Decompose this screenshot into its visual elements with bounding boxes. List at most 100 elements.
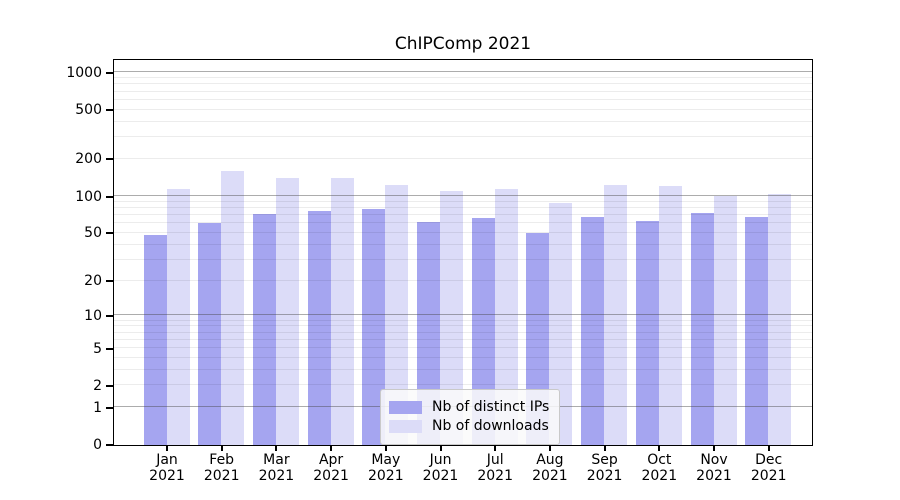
y-tick-label: 1000 [66, 64, 102, 81]
x-tick-mark [330, 446, 333, 451]
bar-nb-of-distinct-ips-apr-2021 [307, 211, 331, 445]
y-tick-label: 1 [93, 399, 102, 416]
x-tick-mark [548, 446, 551, 451]
bar-nb-of-distinct-ips-nov-2021 [690, 213, 714, 445]
legend-swatch-nb-of-distinct-ips [389, 400, 422, 414]
bar-nb-of-distinct-ips-jul-2021 [471, 218, 495, 445]
y-tick-mark [106, 109, 113, 112]
gridline-minor [113, 77, 812, 79]
y-tick-label: 50 [84, 225, 102, 242]
y-tick-mark [106, 444, 113, 446]
gridline-minor [113, 368, 812, 370]
y-tick-label: 20 [84, 273, 102, 289]
gridline-major [113, 71, 812, 73]
gridline-minor [113, 222, 812, 224]
x-tick-mark [384, 446, 387, 451]
gridline-minor [113, 347, 812, 348]
y-tick-mark [106, 347, 113, 350]
y-tick-mark [106, 280, 113, 282]
bar-nb-of-downloads-feb-2021 [221, 171, 245, 445]
x-tick-label-dec: Dec 2021 [750, 452, 787, 484]
y-tick-label: 100 [75, 188, 102, 205]
gridline-minor [113, 206, 812, 208]
x-tick-mark [275, 446, 278, 451]
x-tick-label-jul: Jul 2021 [477, 452, 513, 484]
x-tick-mark [220, 446, 223, 451]
gridline-minor [113, 136, 812, 138]
bar-nb-of-distinct-ips-sep-2021 [581, 217, 605, 445]
y-tick-label: 2 [93, 377, 102, 394]
bar-nb-of-downloads-mar-2021 [275, 178, 299, 445]
x-tick-label-may: May 2021 [367, 452, 404, 484]
y-tick-label: 200 [75, 151, 102, 168]
bar-nb-of-downloads-aug-2021 [549, 202, 573, 445]
y-tick-label: 500 [75, 102, 102, 119]
y-tick-label: 10 [84, 307, 102, 324]
bar-nb-of-downloads-jan-2021 [166, 188, 190, 445]
y-tick-mark [106, 158, 113, 161]
legend-swatch-nb-of-downloads [389, 419, 422, 433]
x-tick-mark [658, 446, 661, 451]
legend-label: Nb of distinct IPs [432, 399, 550, 415]
x-tick-label-mar: Mar 2021 [258, 452, 295, 484]
bar-nb-of-distinct-ips-jun-2021 [417, 222, 440, 445]
bar-nb-of-distinct-ips-mar-2021 [252, 214, 276, 445]
x-tick-mark [603, 446, 606, 451]
y-tick-mark [106, 232, 113, 235]
x-tick-label-sep: Sep 2021 [586, 452, 623, 484]
gridline-minor [113, 98, 812, 100]
gridline-minor [113, 356, 812, 358]
gridline-minor [113, 338, 812, 340]
legend-item-nb-of-downloads: Nb of downloads [389, 418, 549, 434]
legend: Nb of distinct IPs Nb of downloads [380, 389, 561, 445]
bar-nb-of-downloads-nov-2021 [713, 196, 737, 445]
x-tick-mark [494, 446, 497, 451]
y-tick-label: 0 [93, 437, 102, 453]
gridline-minor [113, 331, 812, 333]
x-tick-label-jan: Jan 2021 [149, 452, 185, 484]
legend-label: Nb of downloads [432, 418, 549, 434]
bar-nb-of-downloads-oct-2021 [658, 186, 682, 445]
bar-nb-of-distinct-ips-dec-2021 [745, 217, 769, 445]
gridline-minor [113, 83, 812, 85]
x-tick-mark [439, 446, 442, 451]
gridline-minor [113, 108, 812, 110]
bar-nb-of-downloads-may-2021 [385, 184, 409, 445]
y-tick-mark [106, 406, 113, 409]
bar-nb-of-downloads-sep-2021 [604, 184, 628, 445]
gridline-minor [113, 243, 812, 245]
x-tick-mark [166, 446, 168, 451]
gridline-major [113, 195, 812, 196]
chart-title: ChIPComp 2021 [394, 34, 532, 54]
y-tick-mark [106, 384, 113, 387]
x-tick-label-jun: Jun 2021 [422, 452, 459, 484]
bar-nb-of-distinct-ips-feb-2021 [198, 223, 222, 445]
bar-nb-of-downloads-dec-2021 [768, 193, 792, 445]
x-tick-label-nov: Nov 2021 [696, 452, 732, 484]
gridline-minor [113, 325, 812, 327]
bar-nb-of-downloads-jun-2021 [440, 190, 463, 445]
x-tick-mark [767, 446, 770, 451]
bar-nb-of-downloads-jul-2021 [494, 189, 518, 445]
gridline-minor [113, 231, 812, 233]
bar-nb-of-distinct-ips-oct-2021 [635, 220, 659, 445]
gridline-minor [113, 319, 812, 321]
y-tick-mark [106, 314, 113, 317]
legend-item-nb-of-distinct-ips: Nb of distinct IPs [389, 399, 549, 415]
x-tick-label-aug: Aug 2021 [532, 452, 568, 484]
x-tick-mark [713, 446, 715, 451]
bar-nb-of-distinct-ips-may-2021 [362, 209, 386, 445]
gridline-minor [113, 200, 812, 202]
y-tick-mark [106, 195, 113, 198]
gridline-minor [113, 213, 812, 215]
y-tick-label: 5 [93, 340, 102, 357]
gridline-major [113, 314, 812, 316]
gridline-minor [113, 157, 812, 159]
bar-nb-of-distinct-ips-jan-2021 [143, 234, 167, 445]
y-tick-mark [106, 71, 113, 74]
x-tick-label-oct: Oct 2021 [641, 452, 678, 484]
gridline-minor [113, 258, 812, 260]
gridline-minor [113, 120, 812, 122]
bar-nb-of-downloads-apr-2021 [330, 177, 354, 445]
